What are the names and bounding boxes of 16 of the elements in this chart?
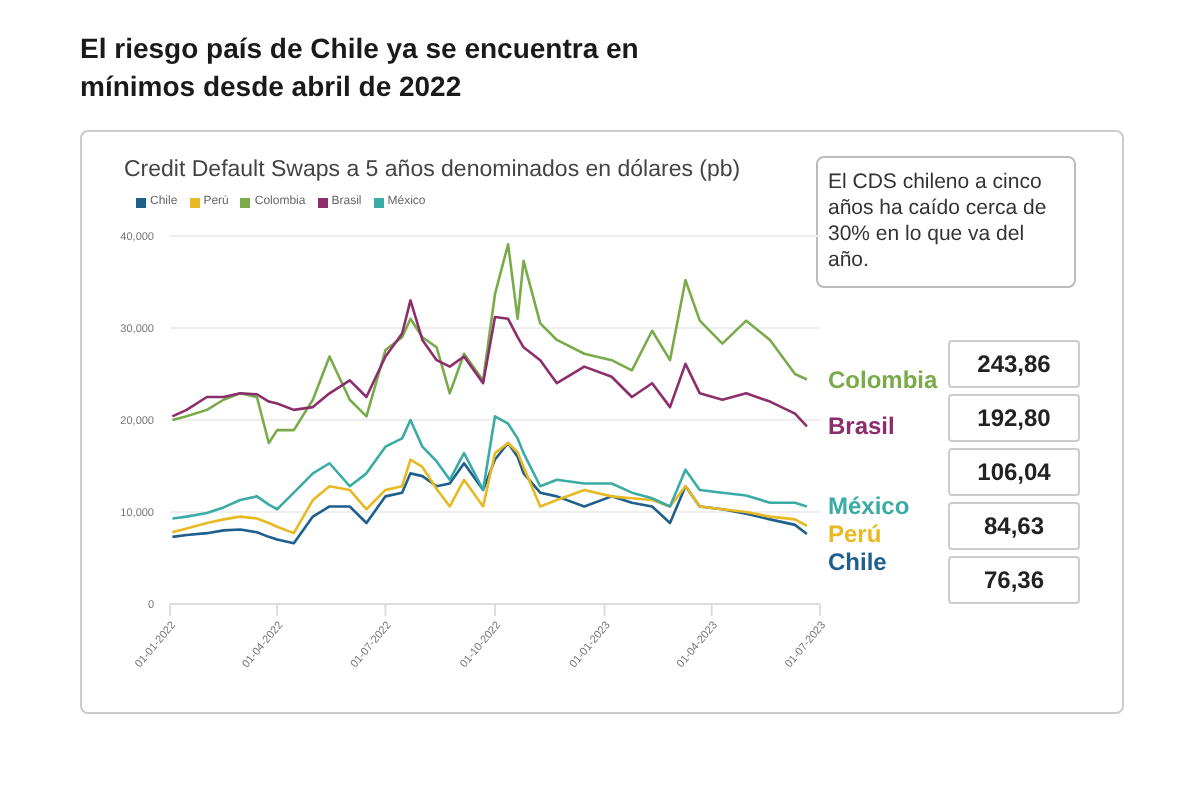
text: El CDS chileno a cinco años ha caído cerca de 30% en lo que va del año. <box>816 156 1076 288</box>
chart-subtitle: Credit Default Swaps a 5 años denominados en dólares (pb) <box>124 158 741 182</box>
text: México <box>828 492 910 521</box>
text: Brasil <box>828 412 895 441</box>
text: Perú <box>828 520 882 549</box>
text: 76,36 <box>948 556 1080 604</box>
text: 192,80 <box>948 394 1080 442</box>
line-series <box>171 242 809 445</box>
text: Colombia <box>828 365 938 394</box>
text: Chile <box>828 548 887 577</box>
text: 106,04 <box>948 448 1080 496</box>
line-series <box>171 415 809 520</box>
line-series <box>171 299 809 428</box>
text: 243,86 <box>948 340 1080 388</box>
chart-title: El riesgo país de Chile ya se encuentra en mínimos desde abril de 2022 <box>80 30 641 106</box>
text: 84,63 <box>948 502 1080 550</box>
